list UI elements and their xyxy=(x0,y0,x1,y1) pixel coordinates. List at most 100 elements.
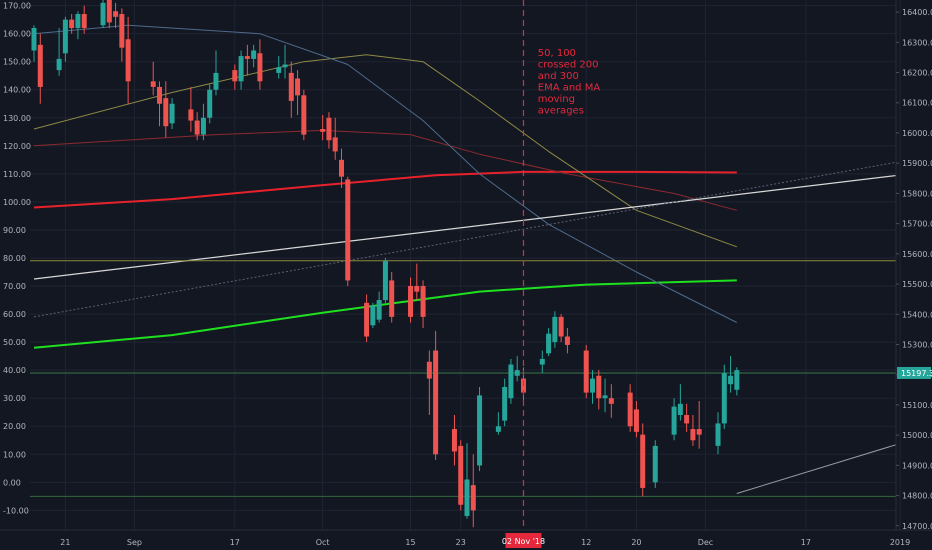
x-axis-tick-label: 17 xyxy=(230,538,240,547)
candle xyxy=(295,70,301,115)
candle xyxy=(75,11,81,40)
candle-body xyxy=(602,395,608,399)
x-axis-tick-label: Dec xyxy=(698,538,713,547)
right-axis-tick-label: 14800.00 xyxy=(902,492,932,501)
candle-body xyxy=(113,11,119,17)
candle-body xyxy=(495,426,501,432)
candle xyxy=(257,39,263,90)
candle-body xyxy=(458,445,464,505)
candle xyxy=(207,84,213,124)
candle xyxy=(188,86,194,132)
price-marker xyxy=(897,366,931,379)
left-axis-tick-label: 80.00 xyxy=(3,254,26,263)
candle xyxy=(338,148,344,188)
candle-body xyxy=(677,403,683,416)
candle xyxy=(200,103,206,141)
candle-body xyxy=(508,364,514,399)
candle xyxy=(194,112,200,141)
candle xyxy=(414,263,420,301)
annotation-line: EMA and MA xyxy=(538,83,601,94)
candle xyxy=(696,401,702,449)
candle xyxy=(477,386,483,472)
left-axis-tick-label: 140.00 xyxy=(3,86,31,95)
x-axis-tick-label: 21 xyxy=(60,538,70,547)
x-axis-tick-label: 20 xyxy=(631,538,641,547)
candle xyxy=(370,302,376,329)
price-marker-label: 15197.32 xyxy=(901,369,932,378)
right-axis-tick-label: 15600.00 xyxy=(902,250,932,259)
candle-body xyxy=(408,286,414,317)
candle-body xyxy=(81,14,87,29)
candle xyxy=(420,280,426,329)
candle xyxy=(31,25,37,62)
candle-body xyxy=(345,179,351,281)
candle-body xyxy=(690,429,696,441)
candle-body xyxy=(552,316,558,343)
annotation-line: averages xyxy=(538,106,584,117)
x-axis-tick-label: 17 xyxy=(801,538,811,547)
candle-body xyxy=(370,305,376,326)
candle-body xyxy=(301,95,307,135)
candle-body xyxy=(426,361,432,379)
date-highlight-marker xyxy=(505,533,542,548)
candle-body xyxy=(238,56,244,82)
candle xyxy=(232,64,238,90)
candle xyxy=(345,176,351,287)
candle-body xyxy=(514,370,520,376)
left-axis-tick-label: 0.00 xyxy=(3,478,21,487)
candle xyxy=(690,415,696,446)
candle-body xyxy=(326,117,332,141)
candle xyxy=(244,44,250,76)
candle xyxy=(583,344,589,399)
candle-body xyxy=(232,70,238,82)
candle-body xyxy=(332,137,338,152)
candle-body xyxy=(364,302,370,337)
candle-body xyxy=(433,350,439,455)
candle xyxy=(539,350,545,373)
candle-body xyxy=(640,434,646,488)
right-axis-tick-label: 16000.00 xyxy=(902,129,932,138)
candle xyxy=(627,384,633,432)
left-axis-tick-label: 30.00 xyxy=(3,394,26,403)
moving-average-line xyxy=(33,24,738,323)
candle xyxy=(320,114,326,141)
candle xyxy=(652,440,658,488)
candle xyxy=(37,33,43,104)
candle xyxy=(119,8,125,62)
candle-body xyxy=(188,109,194,121)
candle xyxy=(100,0,106,29)
candle xyxy=(382,257,388,303)
x-axis-tick-label: 23 xyxy=(456,538,466,547)
candle-body xyxy=(157,86,163,104)
candle-body xyxy=(470,485,476,511)
candle xyxy=(62,16,68,62)
candle-body xyxy=(546,333,552,354)
left-axis-tick-label: 70.00 xyxy=(3,282,26,291)
candle xyxy=(426,350,432,416)
candle xyxy=(364,294,370,343)
right-axis-tick-label: 16400.00 xyxy=(902,8,932,17)
right-axis-tick-label: 15800.00 xyxy=(902,189,932,198)
candle-body xyxy=(558,316,564,337)
candle xyxy=(288,61,294,118)
left-axis-tick-label: 130.00 xyxy=(3,114,31,123)
candle xyxy=(728,356,734,393)
candle xyxy=(150,61,156,96)
candle-body xyxy=(728,375,734,385)
right-axis-tick-label: 15000.00 xyxy=(902,431,932,440)
moving-average-line xyxy=(33,279,737,349)
left-axis-tick-label: 50.00 xyxy=(3,338,26,347)
candle-body xyxy=(652,445,658,483)
candle xyxy=(640,423,646,497)
candle xyxy=(677,384,683,421)
candle xyxy=(596,370,602,410)
candle-body xyxy=(62,19,68,54)
candle-body xyxy=(257,53,263,82)
candle xyxy=(81,5,87,34)
candle-body xyxy=(75,14,81,29)
date-highlight-label: 02 Nov '18 xyxy=(502,537,545,546)
left-axis-tick-label: 120.00 xyxy=(3,142,31,151)
candle-body xyxy=(37,44,43,87)
candle xyxy=(564,328,570,354)
